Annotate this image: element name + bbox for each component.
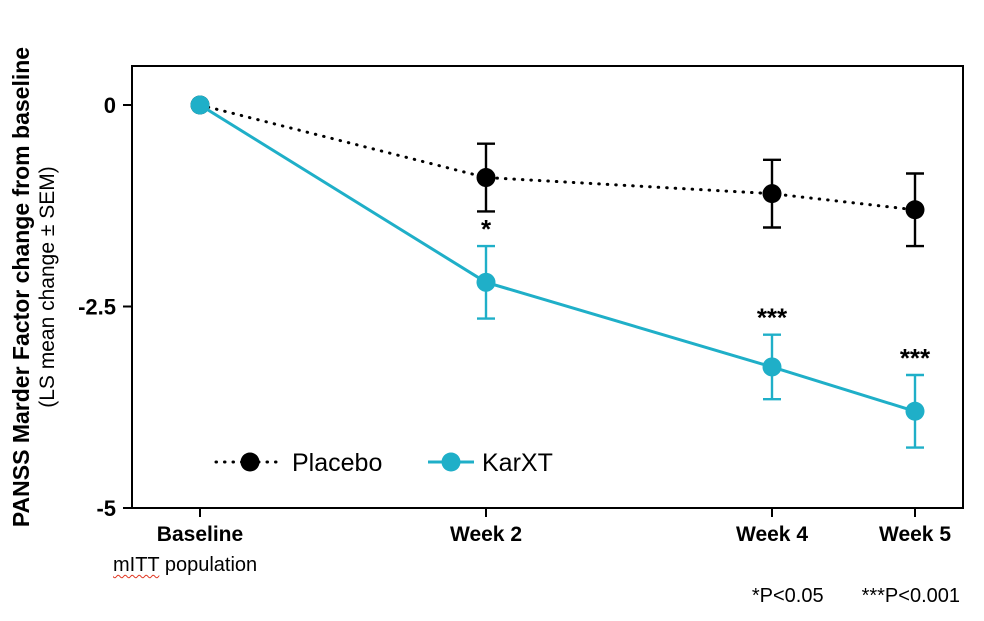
significance-marker-week-4: *** (757, 303, 788, 333)
mitt-label: mITT (113, 554, 160, 576)
significance-marker-week-2: * (481, 214, 492, 244)
plot-frame (131, 65, 964, 509)
legend-label-placebo: Placebo (292, 449, 382, 477)
placebo-marker-week-2 (476, 168, 496, 188)
footnote-population: mITT population (113, 554, 257, 577)
significance-marker-week-5: *** (900, 343, 931, 373)
placebo-marker-week-4 (762, 184, 782, 204)
legend-marker-placebo (240, 452, 260, 472)
placebo-line (198, 103, 917, 212)
x-tick-label: Week 4 (736, 523, 808, 546)
karxt-marker-week-2 (476, 272, 496, 292)
karxt-marker-week-5 (905, 401, 925, 421)
pvalue-note-1: *P<0.05 (751, 585, 824, 607)
population-label: population (159, 554, 258, 576)
karxt-marker-week-4 (762, 357, 782, 377)
y-tick-label: -2.5 (78, 295, 116, 320)
x-tick-label: Week 2 (450, 523, 522, 546)
footnote-pvalues: *P<0.05 ***P<0.001 (752, 585, 960, 608)
y-tick-label: -5 (96, 496, 116, 521)
x-tick-label: Week 5 (879, 523, 951, 546)
legend-label-karxt: KarXT (482, 449, 553, 477)
placebo-marker-week-5 (905, 200, 925, 220)
x-tick-label: Baseline (157, 523, 243, 546)
pvalue-note-2: ***P<0.001 (861, 585, 960, 607)
karxt-marker-baseline (190, 95, 210, 115)
y-tick-label: 0 (104, 93, 116, 118)
karxt-line (199, 103, 916, 413)
legend-marker-karxt (441, 452, 461, 472)
